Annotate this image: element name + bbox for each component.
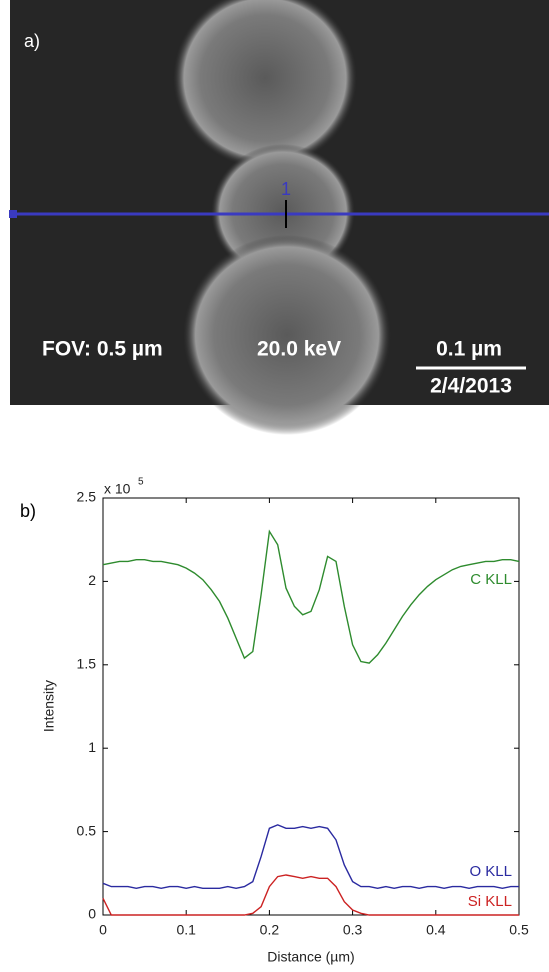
series-line bbox=[102, 874, 519, 916]
x-tick-label: 0.3 bbox=[343, 922, 363, 938]
scale-label: 0.1 µm bbox=[436, 338, 502, 361]
panel-label: b) bbox=[20, 501, 36, 521]
y-multiplier: x 10 bbox=[104, 481, 131, 497]
chart: b) x 10 5 Distance (µm) Intensity 0 0.5 1 1… bbox=[20, 477, 529, 965]
y-tick-label: 1.5 bbox=[77, 656, 97, 672]
y-tick-label: 1 bbox=[88, 739, 96, 755]
particle bbox=[173, 0, 357, 168]
y-axis-label: Intensity bbox=[41, 680, 57, 732]
x-tick-label: 0.4 bbox=[426, 922, 446, 938]
series-label: Si KLL bbox=[468, 893, 512, 910]
x-tick-label: 0.1 bbox=[176, 922, 196, 938]
x-tick-label: 0.2 bbox=[260, 922, 280, 938]
sem-image: 1 a) FOV: 0.5 µm 20.0 keV 0.1 µm 2/4/201… bbox=[9, 0, 549, 435]
y-tick-label: 0.5 bbox=[77, 822, 97, 838]
date-label: 2/4/2013 bbox=[430, 375, 512, 398]
series-label: C KLL bbox=[470, 571, 512, 588]
y-multiplier-exponent: 5 bbox=[138, 477, 144, 488]
series-label: O KLL bbox=[469, 863, 512, 880]
x-axis-label: Distance (µm) bbox=[267, 949, 354, 965]
energy-label: 20.0 keV bbox=[257, 338, 341, 361]
plot-frame bbox=[102, 497, 520, 916]
series-line bbox=[102, 529, 520, 664]
series-line bbox=[102, 824, 519, 890]
x-tick-label: 0.5 bbox=[509, 922, 529, 938]
marker-label: 1 bbox=[281, 179, 291, 199]
y-tick-label: 0 bbox=[88, 906, 96, 922]
x-tick-label: 0 bbox=[99, 922, 107, 938]
panel-label: a) bbox=[24, 31, 40, 51]
y-tick-label: 2 bbox=[88, 572, 96, 588]
scan-handle bbox=[9, 210, 17, 218]
y-tick-label: 2.5 bbox=[77, 489, 97, 505]
particle bbox=[183, 235, 391, 435]
fov-label: FOV: 0.5 µm bbox=[42, 338, 163, 361]
